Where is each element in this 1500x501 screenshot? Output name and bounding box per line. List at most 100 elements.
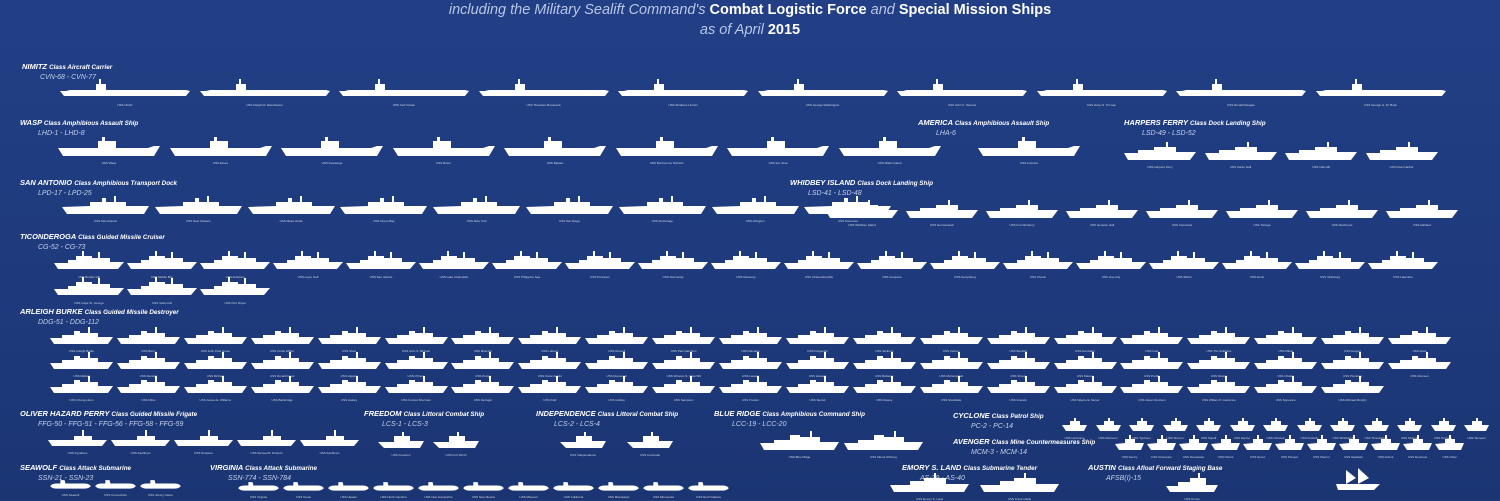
ship-name: USS Warrior	[1313, 455, 1330, 459]
ship-nimitz: USS George H. W. Bush	[1315, 76, 1446, 107]
ship-cyclone: USS Zephyr	[1229, 409, 1255, 440]
ship-arleigh: USS McCampbell	[919, 347, 983, 378]
ship-name: USS Shiloh	[1176, 275, 1192, 279]
ship-freedom: USS Fort Worth	[433, 426, 479, 457]
ship-silhouette-icon	[1430, 418, 1456, 431]
ship-name: USS Chafee	[1277, 374, 1295, 378]
ship-silhouette-icon	[785, 376, 849, 393]
ship-name: USS Kauffman	[319, 451, 340, 455]
ship-name: USS Chosin	[1029, 275, 1047, 279]
ship-name: USS McFaul	[206, 374, 224, 378]
ship-silhouette-icon	[116, 327, 180, 344]
ship-name: USS Zephyr	[1233, 436, 1251, 440]
ship-name: USS Laboon	[541, 349, 559, 353]
ship-silhouette-icon	[890, 473, 969, 492]
ship-arleigh: USS Stout	[317, 322, 381, 353]
ship-silhouette-icon	[1371, 435, 1400, 450]
ship-silhouette-icon	[58, 137, 160, 156]
section-avenger-name: AVENGER	[953, 437, 990, 446]
ship-silhouette-icon	[340, 196, 428, 214]
ship-silhouette-icon	[1296, 418, 1322, 431]
ship-silhouette-icon	[688, 482, 729, 491]
ship-silhouette-icon	[116, 376, 180, 393]
ship-name: USS Hurricane	[1064, 436, 1085, 440]
section-seawolf: SEAWOLF Class Attack Submarine SSN-21 - S…	[20, 463, 131, 483]
section-arleigh-burke: ARLEIGH BURKE Class Guided Missile Destr…	[20, 307, 179, 327]
ship-silhouette-icon	[1464, 418, 1489, 431]
ship-name: USS Cape St. George	[74, 301, 104, 305]
ship-silhouette-icon	[1321, 352, 1385, 369]
ship-silhouette-icon	[317, 376, 381, 393]
ship-name: USS Cole	[1145, 349, 1159, 353]
ship-perry: USS Samuel B. Roberts	[237, 424, 296, 455]
ship-virginia: USS North Dakota	[688, 472, 729, 499]
section-arleigh-burke-class: Class Guided Missile Destroyer	[84, 309, 179, 316]
ship-silhouette-icon	[1222, 251, 1292, 269]
ship-ticonderoga: USS Bunker Hill	[54, 248, 124, 279]
ship-name: USS Gridley	[608, 398, 625, 402]
ship-name: USS Chief	[1442, 455, 1457, 459]
ship-sanantonio: USS Anchorage	[618, 192, 706, 223]
ship-arleigh: USS Higgins	[317, 347, 381, 378]
ship-silhouette-icon	[919, 327, 983, 344]
ship-name: USS Sampson	[673, 398, 694, 402]
ship-silhouette-icon	[1275, 435, 1304, 450]
ship-name: USS John C. Stennis	[947, 103, 977, 107]
ship-wasp: USS Essex	[169, 134, 272, 165]
ship-name: USS Paul Hamilton	[670, 349, 697, 353]
ship-silhouette-icon	[1243, 435, 1272, 450]
section-nimitz: NIMITZ Class Aircraft Carrier CVN-68 - CV…	[22, 62, 112, 82]
ship-wasp: USS Bonhomme Richard	[615, 134, 718, 165]
ship-arleigh: USS John S. McCain	[384, 322, 448, 353]
ship-name: USS Bonhomme Richard	[649, 161, 684, 165]
ship-austin: USS Ponce	[1166, 470, 1218, 501]
subtitle-and: and	[866, 2, 899, 18]
ship-arleigh: USS Farragut	[451, 371, 515, 402]
ship-silhouette-icon	[346, 251, 416, 269]
ship-silhouette-icon	[154, 196, 242, 214]
section-america-name: AMERICA	[918, 118, 953, 127]
ship-name: USS Whirlwind	[1332, 436, 1353, 440]
ship-arleigh: USS Mitscher	[451, 322, 515, 353]
ship-silhouette-icon	[585, 352, 649, 369]
ship-nimitz: USS Ronald Reagan	[1176, 76, 1306, 107]
ship-name: USS Pearl Harbor	[1389, 165, 1414, 169]
section-wasp-class: Class Amphibious Assault Ship	[43, 120, 139, 127]
ship-silhouette-icon	[418, 482, 459, 491]
ship-name: USS Theodore Roosevelt	[526, 103, 561, 107]
ship-silhouette-icon	[930, 251, 1000, 269]
section-virginia: VIRGINIA Class Attack Submarine SSN-774 -…	[210, 463, 317, 483]
ship-name: USS Thunderbolt	[1364, 436, 1388, 440]
ship-silhouette-icon	[200, 251, 270, 269]
ship-arleigh: USS James E. Williams	[183, 371, 247, 402]
ship-name: USS Shoup	[1010, 374, 1026, 378]
ship-name: USS Mason	[1076, 374, 1093, 378]
ship-silhouette-icon	[250, 327, 314, 344]
ship-name: USS Gettysburg	[954, 275, 976, 279]
section-nimitz-name: NIMITZ	[22, 62, 47, 71]
ship-sanantonio: USS Arlington	[711, 192, 799, 223]
ship-name: USS Pioneer	[1280, 455, 1299, 459]
ship-silhouette-icon	[1147, 435, 1176, 450]
ship-name: USS Bataan	[546, 161, 564, 165]
ship-silhouette-icon	[1204, 142, 1277, 160]
section-america-class: Class Amphibious Assault Ship	[954, 120, 1050, 127]
section-america-hulls: LHA-6	[936, 130, 956, 137]
section-cyclone-hulls: PC-2 - PC-14	[971, 423, 1014, 430]
ship-ticonderoga: USS Shiloh	[1149, 248, 1219, 279]
ship-name: USS Monterey	[736, 275, 756, 279]
ship-silhouette-icon	[1285, 142, 1357, 160]
ship-name: USS Ross	[1412, 349, 1427, 353]
ship-perry: USS Ingraham	[48, 424, 107, 455]
ship-name: USS Shamal	[1400, 436, 1419, 440]
ship-name: USS Fitzgerald	[807, 349, 828, 353]
ship-nimitz: USS Abraham Lincoln	[618, 76, 748, 107]
ship-silhouette-icon	[1435, 435, 1464, 450]
ship-arleigh: USS Nitze	[116, 371, 180, 402]
ship-silhouette-icon	[183, 376, 247, 393]
ship-silhouette-icon	[1254, 352, 1318, 369]
ship-silhouette-icon	[643, 482, 684, 491]
section-wasp: WASP Class Amphibious Assault Ship LHD-1 …	[20, 118, 138, 138]
ship-silhouette-icon	[857, 251, 927, 269]
ship-name: USS Howard	[808, 374, 827, 378]
